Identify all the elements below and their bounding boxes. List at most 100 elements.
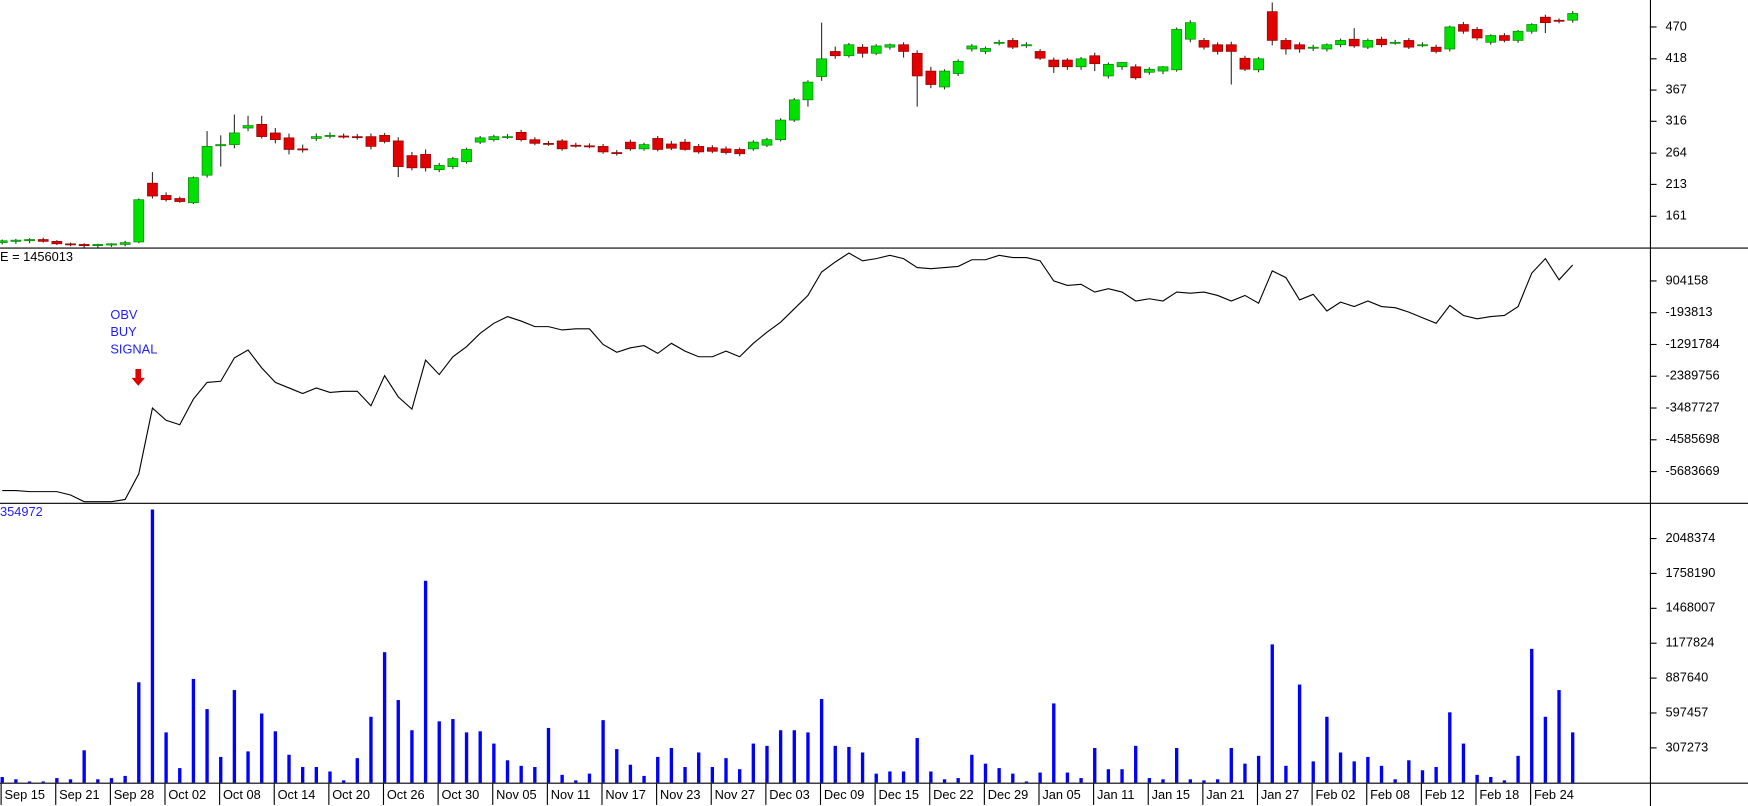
candle-body (1430, 46, 1442, 52)
candle-body (0, 240, 8, 243)
y-tick-label: -1291784 (1666, 336, 1720, 351)
volume-bar (1284, 765, 1288, 783)
y-tick-label: 316 (1666, 113, 1687, 128)
volume-bar (765, 745, 769, 783)
volume-bar (1420, 770, 1425, 783)
candle-body (775, 119, 786, 141)
x-tick-label: Dec 03 (769, 787, 810, 802)
y-tick-label: 264 (1666, 145, 1687, 160)
volume-bar (1038, 772, 1042, 783)
volume-bar (96, 779, 100, 783)
volume-bar (669, 748, 674, 783)
volume-bar (942, 779, 947, 783)
volume-bar (1448, 712, 1452, 783)
volume-bar (219, 756, 223, 783)
candle-body (310, 136, 322, 139)
volume-bar (478, 731, 482, 783)
volume-bar (137, 682, 141, 783)
candle-body (1184, 22, 1196, 40)
y-tick-label: 597457 (1666, 704, 1709, 719)
volume-bar (615, 749, 619, 783)
volume-bar (778, 730, 783, 783)
volume-bar (14, 779, 18, 783)
volume-bar (1024, 781, 1029, 783)
volume-bar (847, 746, 851, 783)
candle-body (147, 182, 158, 197)
candle-body (543, 143, 554, 145)
candle-body (1307, 46, 1319, 49)
volume-bar (273, 731, 278, 783)
candle-body (406, 155, 418, 169)
candle-body (939, 70, 950, 88)
annotation: SIGNAL (110, 341, 157, 356)
candle-body (379, 135, 390, 142)
x-tick-label: Jan 15 (1152, 787, 1190, 802)
volume-bar (437, 721, 441, 783)
x-tick-label: Jan 05 (1042, 787, 1080, 802)
volume-bar (901, 771, 906, 783)
candle-body (256, 124, 268, 137)
candle-body (1144, 68, 1155, 73)
volume-bar (314, 767, 318, 783)
candle-body (625, 141, 636, 150)
volume-bar (1461, 743, 1466, 783)
candle-body (502, 136, 513, 139)
candle-body (679, 141, 691, 150)
candle-body (106, 243, 117, 246)
x-tick-label: Dec 09 (824, 787, 865, 802)
candle-body (666, 143, 677, 149)
volume-bar (1052, 703, 1056, 783)
volume-bar (341, 780, 346, 783)
y-tick-label: 213 (1666, 176, 1687, 191)
candle-body (597, 146, 609, 153)
candle-body (1567, 13, 1579, 21)
volume-bar (1502, 780, 1507, 783)
volume-bar (1134, 745, 1138, 783)
y-tick-label: 418 (1666, 50, 1687, 65)
candle-body (1103, 63, 1114, 77)
candle-body (174, 198, 186, 202)
candle-body (1239, 57, 1251, 70)
candle-body (829, 51, 841, 57)
candle-body (816, 58, 827, 77)
candle-body (37, 239, 49, 242)
candle-body (857, 46, 868, 54)
obv-line (2, 252, 1574, 503)
candle-body (1157, 66, 1169, 72)
annotation: BUY (110, 324, 137, 339)
candle-body (761, 139, 773, 146)
volume-bar (533, 767, 537, 783)
volume-bar (1229, 748, 1233, 783)
candle-body (1526, 24, 1538, 32)
volume-bar (68, 779, 73, 783)
volume-bar (55, 778, 59, 783)
y-tick-label: 367 (1666, 81, 1687, 96)
candle-body (1171, 29, 1183, 71)
x-tick-label: Jan 27 (1261, 787, 1299, 802)
volume-bar (246, 751, 250, 783)
y-tick-label: 307273 (1666, 739, 1709, 754)
candle-body (925, 70, 937, 85)
y-tick-label: 161 (1666, 208, 1687, 223)
volume-bar (997, 768, 1001, 783)
volume-bar (1338, 752, 1343, 783)
volume-bar (1093, 748, 1097, 783)
candle-body (119, 242, 131, 245)
volume-bar (451, 719, 455, 783)
candle-body (133, 199, 145, 243)
volume-bar (1489, 777, 1493, 783)
candle-body (1075, 58, 1087, 68)
candle-body (474, 137, 486, 143)
candle-body (297, 148, 309, 151)
volume-bar (1297, 684, 1302, 783)
volume-bar (382, 652, 387, 783)
x-tick-label: Nov 27 (715, 787, 756, 802)
candle-body (1048, 59, 1060, 68)
x-tick-label: Feb 02 (1315, 787, 1355, 802)
volume-bar (232, 690, 237, 783)
x-tick-label: Sep 15 (4, 787, 45, 802)
volume-bar (1065, 772, 1070, 783)
volume-bar (369, 716, 373, 783)
candle-body (201, 146, 213, 176)
candle-body (515, 131, 527, 141)
